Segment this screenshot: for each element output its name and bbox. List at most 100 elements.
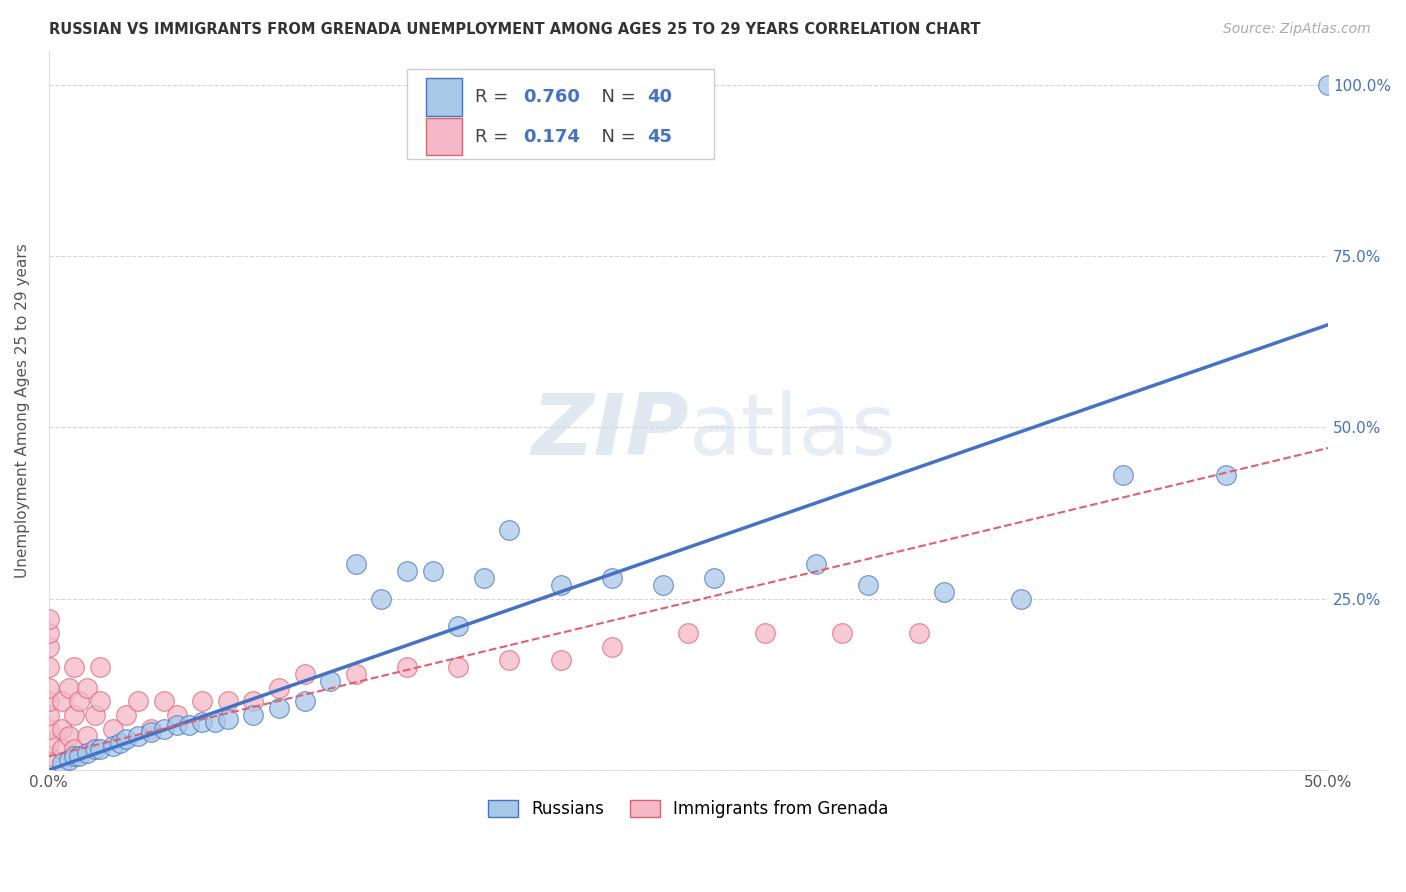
Text: 40: 40 <box>648 88 672 106</box>
Point <box>217 694 239 708</box>
Point <box>63 708 86 723</box>
Point <box>600 571 623 585</box>
Point <box>294 667 316 681</box>
Point <box>139 722 162 736</box>
Point <box>1010 591 1032 606</box>
Bar <box>426 78 463 116</box>
Point <box>447 619 470 633</box>
Point <box>38 694 60 708</box>
Point <box>58 681 80 695</box>
Point <box>58 729 80 743</box>
Point <box>166 708 188 723</box>
Point <box>703 571 725 585</box>
Point <box>38 660 60 674</box>
Point <box>63 742 86 756</box>
Point <box>63 660 86 674</box>
Point <box>831 626 853 640</box>
Point <box>114 708 136 723</box>
Point <box>153 694 176 708</box>
Point <box>179 718 201 732</box>
Point <box>166 718 188 732</box>
Point <box>267 681 290 695</box>
Point <box>76 681 98 695</box>
Point <box>51 722 73 736</box>
Point <box>907 626 929 640</box>
Legend: Russians, Immigrants from Grenada: Russians, Immigrants from Grenada <box>481 791 897 826</box>
Point <box>1112 468 1135 483</box>
Point <box>101 722 124 736</box>
Point <box>422 565 444 579</box>
Point <box>127 729 149 743</box>
Text: 0.174: 0.174 <box>523 128 581 145</box>
Point <box>51 756 73 771</box>
Point <box>217 712 239 726</box>
Point <box>69 749 91 764</box>
Point <box>267 701 290 715</box>
Point <box>395 660 418 674</box>
Point <box>51 694 73 708</box>
Text: Source: ZipAtlas.com: Source: ZipAtlas.com <box>1223 22 1371 37</box>
Point <box>498 523 520 537</box>
Point <box>38 681 60 695</box>
Text: atlas: atlas <box>689 391 897 474</box>
Point <box>242 708 264 723</box>
Y-axis label: Unemployment Among Ages 25 to 29 years: Unemployment Among Ages 25 to 29 years <box>15 243 30 578</box>
Text: RUSSIAN VS IMMIGRANTS FROM GRENADA UNEMPLOYMENT AMONG AGES 25 TO 29 YEARS CORREL: RUSSIAN VS IMMIGRANTS FROM GRENADA UNEMP… <box>49 22 981 37</box>
Text: ZIP: ZIP <box>531 391 689 474</box>
Point <box>472 571 495 585</box>
Text: R =: R = <box>475 128 520 145</box>
Text: N =: N = <box>591 128 641 145</box>
Point <box>242 694 264 708</box>
Point <box>153 722 176 736</box>
Point <box>83 708 105 723</box>
Text: N =: N = <box>591 88 641 106</box>
Point <box>38 749 60 764</box>
Point <box>114 732 136 747</box>
Point <box>76 746 98 760</box>
Bar <box>426 118 463 155</box>
Point <box>76 729 98 743</box>
Point <box>344 558 367 572</box>
Point <box>69 694 91 708</box>
Point <box>678 626 700 640</box>
Point <box>38 612 60 626</box>
Point <box>101 739 124 753</box>
Text: 0.760: 0.760 <box>523 88 581 106</box>
Point <box>856 578 879 592</box>
Point <box>38 736 60 750</box>
Point <box>83 742 105 756</box>
Point <box>1317 78 1340 92</box>
Point <box>127 694 149 708</box>
Point <box>294 694 316 708</box>
Point <box>498 653 520 667</box>
Point <box>89 694 111 708</box>
Point <box>51 742 73 756</box>
Point <box>191 714 214 729</box>
Point <box>1215 468 1237 483</box>
Point <box>38 640 60 654</box>
Point <box>344 667 367 681</box>
Point <box>550 578 572 592</box>
Point <box>38 626 60 640</box>
Point <box>89 660 111 674</box>
Text: 45: 45 <box>648 128 672 145</box>
Point <box>63 749 86 764</box>
Point <box>395 565 418 579</box>
FancyBboxPatch shape <box>406 69 714 159</box>
Point <box>110 736 132 750</box>
Point <box>806 558 828 572</box>
Point <box>754 626 776 640</box>
Point <box>139 725 162 739</box>
Point <box>600 640 623 654</box>
Point <box>319 673 342 688</box>
Point <box>447 660 470 674</box>
Point <box>204 714 226 729</box>
Point <box>550 653 572 667</box>
Text: R =: R = <box>475 88 520 106</box>
Point <box>58 753 80 767</box>
Point <box>370 591 392 606</box>
Point <box>191 694 214 708</box>
Point <box>89 742 111 756</box>
Point <box>651 578 673 592</box>
Point <box>38 708 60 723</box>
